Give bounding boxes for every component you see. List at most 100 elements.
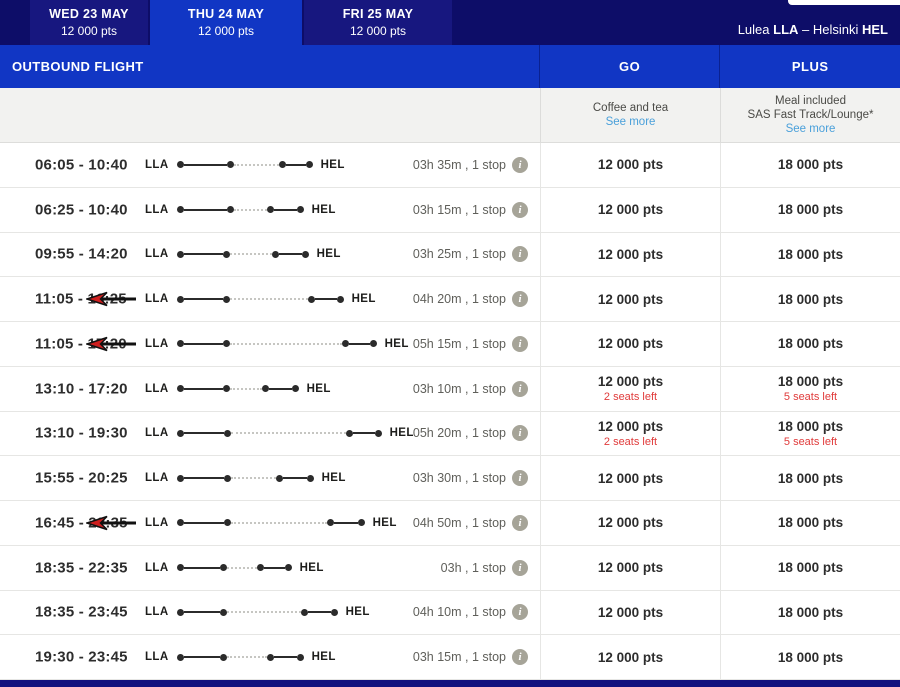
- plus-fare-cell[interactable]: 18 000 pts 5 seats left: [720, 411, 900, 456]
- go-fare-cell[interactable]: 12 000 pts 2 seats left: [540, 366, 720, 411]
- layover-dotted-line: [226, 566, 257, 569]
- annotation-arrow-icon: [84, 336, 138, 352]
- plus-fare-cell[interactable]: 18 000 pts: [720, 545, 900, 590]
- flight-info-cell: 06:05 - 10:40 LLA HEL 03h 35m , 1 stop: [0, 143, 540, 187]
- origin-code: LLA: [145, 248, 169, 261]
- flight-info-cell: 19:30 - 23:45 LLA HEL 03h 15m , 1 stop: [0, 635, 540, 679]
- route-diagram: LLA HEL: [145, 472, 346, 484]
- flight-times: 19:30 - 23:45: [35, 648, 128, 666]
- layover-dotted-line: [226, 656, 267, 659]
- info-icon[interactable]: i: [512, 425, 528, 442]
- flight-times: 18:35 - 23:45: [35, 603, 128, 621]
- tab-thu-24-may[interactable]: THU 24 MAY 12 000 pts: [150, 0, 302, 45]
- info-icon[interactable]: i: [512, 514, 528, 531]
- plus-fare-cell[interactable]: 18 000 pts: [720, 456, 900, 500]
- plus-fare-cell[interactable]: 18 000 pts: [720, 635, 900, 679]
- stop-dot: [219, 564, 227, 572]
- go-fare-cell[interactable]: 12 000 pts: [540, 456, 720, 500]
- flight-info-cell: 18:35 - 22:35 LLA HEL 03h , 1 stop: [0, 546, 540, 590]
- tab-price-label: 12 000 pts: [60, 24, 118, 38]
- duration-block: 04h 10m , 1 stop i: [412, 604, 528, 621]
- plus-price: 18 000 pts: [777, 374, 844, 390]
- go-price: 12 000 pts: [597, 418, 664, 434]
- go-fare-cell[interactable]: 12 000 pts: [540, 277, 720, 321]
- duration-text: 05h 15m , 1 stop: [412, 336, 506, 351]
- flight-row: 06:05 - 10:40 LLA HEL 03h 35m , 1 stop: [0, 143, 900, 188]
- plus-fare-cell[interactable]: 18 000 pts: [720, 187, 900, 232]
- duration-block: 05h 20m , 1 stop i: [413, 425, 528, 442]
- flight-segment-line: [183, 208, 227, 211]
- flight-info-cell: 11:05 - 17:20 LLA HEL 05h 15m , 1 stop: [0, 322, 540, 366]
- flight-times: 13:10 - 19:30: [35, 424, 128, 442]
- plus-see-more-link[interactable]: See more: [785, 122, 836, 135]
- info-icon[interactable]: i: [512, 470, 528, 487]
- duration-text: 04h 20m , 1 stop: [412, 292, 506, 307]
- flight-info-cell: 13:10 - 19:30 LLA HEL 05h 20m , 1 stop: [0, 412, 540, 456]
- plus-fare-cell[interactable]: 18 000 pts: [720, 232, 900, 277]
- arrival-dot: [336, 295, 344, 303]
- plus-fare-cell[interactable]: 18 000 pts: [720, 501, 900, 545]
- origin-airport-code: LLA: [773, 22, 799, 37]
- tab-wed-23-may[interactable]: WED 23 MAY 12 000 pts: [30, 0, 148, 45]
- layover-dotted-line: [233, 163, 279, 166]
- go-seats-note: 2 seats left: [603, 391, 658, 404]
- plus-fare-cell[interactable]: 18 000 pts: [720, 277, 900, 321]
- info-icon[interactable]: i: [512, 335, 528, 352]
- info-icon[interactable]: i: [512, 246, 528, 263]
- departure-dot: [176, 161, 184, 169]
- info-icon[interactable]: i: [512, 604, 528, 621]
- origin-code: LLA: [145, 158, 169, 171]
- destination-code: HEL: [306, 382, 331, 395]
- flight-results-list: 06:05 - 10:40 LLA HEL 03h 35m , 1 stop: [0, 143, 900, 680]
- go-fare-cell[interactable]: 12 000 pts: [540, 501, 720, 545]
- plus-price: 18 000 pts: [777, 202, 844, 218]
- flight-segment-line: [183, 656, 220, 659]
- flight-segment-line: [285, 163, 306, 166]
- date-tab-bar: WED 23 MAY 12 000 pts THU 24 MAY 12 000 …: [0, 0, 900, 45]
- destination-code: HEL: [311, 203, 336, 216]
- info-icon[interactable]: i: [512, 559, 528, 576]
- stop-dot: [326, 519, 334, 527]
- flight-row: 06:25 - 10:40 LLA HEL 03h 15m , 1 stop: [0, 187, 900, 233]
- destination-code: HEL: [316, 248, 341, 261]
- info-icon[interactable]: i: [512, 201, 528, 218]
- destination-code: HEL: [389, 427, 414, 440]
- stop-dot: [219, 653, 227, 661]
- destination-code: HEL: [351, 293, 376, 306]
- info-icon[interactable]: i: [512, 156, 528, 173]
- info-icon[interactable]: i: [512, 380, 528, 397]
- tab-fri-25-may[interactable]: FRI 25 MAY 12 000 pts: [304, 0, 452, 45]
- plus-fare-cell[interactable]: 18 000 pts: [720, 322, 900, 366]
- go-fare-cell[interactable]: 12 000 pts: [540, 635, 720, 679]
- info-icon[interactable]: i: [512, 649, 528, 666]
- arrival-dot: [305, 161, 313, 169]
- plus-fare-cell[interactable]: 18 000 pts: [720, 590, 900, 635]
- destination-code: HEL: [384, 337, 409, 350]
- origin-code: LLA: [145, 651, 169, 664]
- go-fare-cell[interactable]: 12 000 pts 2 seats left: [540, 411, 720, 456]
- layover-dotted-line: [226, 611, 301, 614]
- go-fare-cell[interactable]: 12 000 pts: [540, 322, 720, 366]
- go-fare-cell[interactable]: 12 000 pts: [540, 590, 720, 635]
- stop-dot: [266, 653, 274, 661]
- flight-segment-line: [183, 521, 224, 524]
- go-fare-cell[interactable]: 12 000 pts: [540, 187, 720, 232]
- flight-row: 11:05 - 17:20 LLA HEL 05h 15m , 1 stop: [0, 322, 900, 367]
- stop-dot: [222, 295, 230, 303]
- stop-dot: [300, 608, 308, 616]
- departure-dot: [176, 250, 184, 258]
- go-fare-cell[interactable]: 12 000 pts: [540, 545, 720, 590]
- go-fare-cell[interactable]: 12 000 pts: [540, 232, 720, 277]
- plus-fare-cell[interactable]: 18 000 pts 5 seats left: [720, 366, 900, 411]
- plus-price: 18 000 pts: [777, 515, 844, 531]
- plus-fare-benefit: Meal included: [775, 94, 846, 107]
- info-icon[interactable]: i: [512, 291, 528, 308]
- go-see-more-link[interactable]: See more: [605, 115, 656, 128]
- flight-row: 16:45 - 22:35 LLA HEL 04h 50m , 1 stop: [0, 501, 900, 546]
- plus-price: 18 000 pts: [777, 291, 844, 307]
- duration-text: 04h 10m , 1 stop: [412, 605, 506, 620]
- flight-info-cell: 06:25 - 10:40 LLA HEL 03h 15m , 1 stop: [0, 188, 540, 232]
- tab-date-label: WED 23 MAY: [49, 7, 129, 21]
- plus-fare-cell[interactable]: 18 000 pts: [720, 143, 900, 187]
- go-fare-cell[interactable]: 12 000 pts: [540, 143, 720, 187]
